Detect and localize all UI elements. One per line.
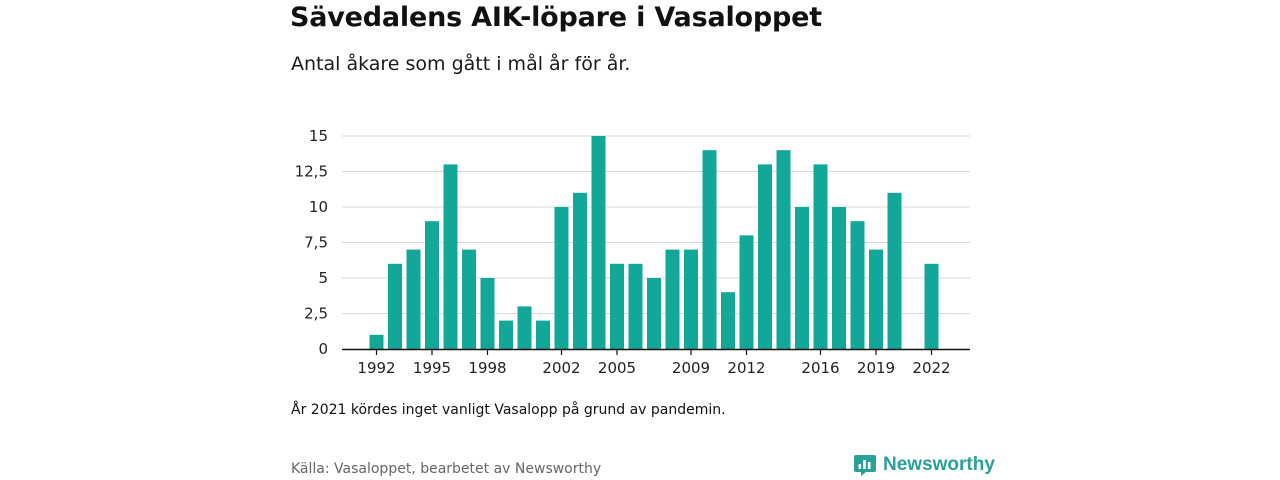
chart-subtitle: Antal åkare som gått i mål år för år. [291,53,631,75]
x-tick-label: 2005 [598,359,636,377]
source-text: Källa: Vasaloppet, bearbetet av Newswort… [291,461,602,477]
bar-2000 [517,306,532,349]
y-tick-label: 0 [318,340,328,358]
chart-title: Sävedalens AIK-löpare i Vasaloppet [290,2,822,33]
bar-1997 [462,249,476,349]
x-tick-label: 2019 [857,359,895,377]
bar-2019 [869,249,883,349]
footnote: År 2021 kördes inget vanligt Vasalopp på… [291,402,726,418]
bar-2004 [591,136,606,349]
y-tick-label: 7,5 [304,234,328,252]
bar-2022 [924,263,939,349]
bar-2017 [832,207,846,349]
x-tick-label: 2002 [542,359,580,377]
bars [369,136,939,349]
x-tick-label: 2009 [672,359,710,377]
bar-2016 [813,164,828,349]
y-tick-label: 5 [318,269,328,287]
bar-2002 [554,207,569,349]
bar-1994 [406,249,421,349]
bar-1998 [480,278,495,349]
newsworthy-logo-icon [854,455,876,476]
y-tick-label: 12,5 [295,163,328,181]
x-tick-label: 2012 [727,359,765,377]
x-tick-label: 2016 [801,359,839,377]
bar-1996 [443,164,458,349]
bar-2003 [573,192,587,349]
bar-2008 [665,249,680,349]
bar-2006 [628,263,643,349]
bar-1999 [499,320,513,349]
y-tick-label: 2,5 [304,305,328,323]
bar-2007 [647,278,661,349]
bar-2005 [610,263,624,349]
brand-logo: Newsworthy [853,453,995,477]
bar-2011 [721,292,735,349]
bar-2020 [887,192,902,349]
bar-2009 [684,249,698,349]
x-tick-label: 1998 [468,359,506,377]
x-tick-label: 1995 [413,359,451,377]
x-axis-labels: 1992 1995 1998 2002 2005 2009 2012 2016 2019 2022 [357,349,951,377]
bar-2014 [776,150,791,349]
brand-name: Newsworthy [883,454,995,475]
y-axis-labels: 0 2,5 5 7,5 10 12,5 15 [295,127,328,358]
y-tick-label: 15 [309,127,328,145]
bar-chart: 0 2,5 5 7,5 10 12,5 15 1992 1995 1998 2002 2005 200… [295,127,970,377]
x-tick-label: 1992 [357,359,395,377]
bar-2015 [795,207,809,349]
y-tick-label: 10 [309,198,328,216]
bar-1993 [388,263,402,349]
bar-2012 [739,235,754,349]
x-tick-label: 2022 [912,359,950,377]
bar-2001 [536,320,550,349]
bar-2010 [702,150,717,349]
bar-1995 [425,221,439,349]
bar-2013 [758,164,772,349]
bar-1992 [369,334,384,349]
bar-2018 [850,221,865,349]
